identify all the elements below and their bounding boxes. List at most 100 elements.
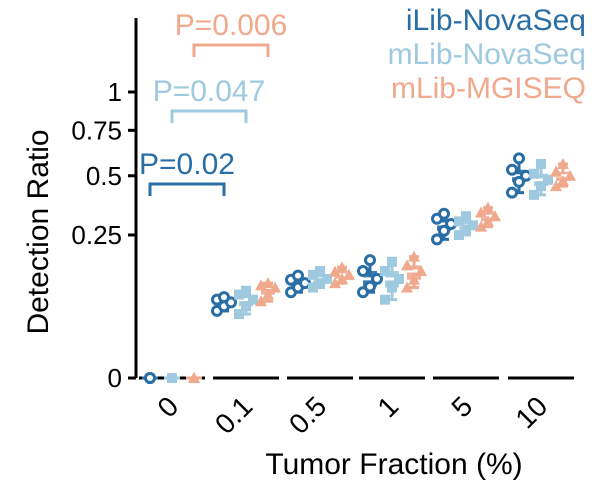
bracket-line (170, 109, 248, 123)
data-point (529, 168, 539, 179)
x-tick-label: 1 (371, 390, 404, 423)
legend-entry: mLib-NovaSeq (388, 38, 586, 71)
box-iLib-NovaSeq-0.1 (211, 291, 237, 317)
data-point (454, 230, 464, 240)
data-point (550, 180, 562, 192)
data-point (557, 174, 569, 186)
annotation-group: P=0.02 P=0.047 P=0.006 (139, 9, 287, 196)
data-point (269, 281, 281, 293)
data-point (336, 261, 348, 273)
legend-entry: mLib-MGISEQ (391, 72, 586, 105)
box-mLib-NovaSeq-1 (380, 256, 404, 305)
data-point (218, 291, 230, 304)
data-point (380, 294, 390, 305)
box-mLib-MGISEQ-0.1 (255, 277, 281, 307)
data-point (255, 295, 267, 307)
data-point (475, 220, 487, 232)
data-point (461, 224, 471, 235)
data-point (536, 181, 546, 192)
data-point (336, 272, 348, 284)
p-value-label: P=0.006 (175, 9, 288, 42)
data-point (438, 224, 450, 237)
x-tick-label: 0 (151, 390, 184, 423)
bracket-line (148, 182, 226, 196)
x-tick-label: 0.1 (209, 390, 258, 439)
significance-bracket: P=0.047 (153, 75, 266, 123)
box-mLib-MGISEQ-0 (186, 372, 202, 383)
data-point (513, 175, 525, 188)
x-axis-label: Tumor Fraction (%) (265, 448, 522, 481)
y-tick-label: 0 (108, 363, 122, 393)
box-mLib-NovaSeq-0.1 (234, 285, 258, 320)
y-tick-label: 1 (108, 77, 122, 107)
data-point (322, 273, 332, 284)
data-point (557, 157, 569, 169)
data-point (357, 264, 369, 277)
data-point (234, 289, 244, 300)
significance-bracket: P=0.006 (175, 9, 288, 57)
y-tick-label: 0.5 (86, 161, 122, 191)
data-point (308, 282, 318, 293)
data-point (292, 269, 304, 282)
data-point (415, 264, 427, 276)
data-point (482, 201, 494, 213)
y-axis-label: Detection Ratio (22, 129, 55, 334)
data-point (408, 273, 420, 285)
box-mLib-NovaSeq-5 (454, 211, 478, 240)
box-mLib-NovaSeq-10 (529, 158, 553, 200)
x-tick-label: 0.5 (283, 390, 332, 439)
p-value-label: P=0.047 (153, 75, 266, 108)
data-point (167, 373, 177, 383)
box-mLib-NovaSeq-0.5 (308, 265, 332, 293)
data-point (536, 158, 546, 169)
box-mLib-MGISEQ-0.5 (329, 261, 355, 289)
data-point (564, 169, 576, 181)
bracket-line (192, 43, 270, 57)
data-point (550, 165, 562, 177)
x-tick-label: 5 (445, 390, 478, 423)
box-iLib-NovaSeq-1 (357, 254, 383, 299)
data-point (364, 280, 376, 293)
data-point (343, 268, 355, 280)
data-point (408, 250, 420, 262)
box-iLib-NovaSeq-5 (431, 207, 457, 246)
box-iLib-NovaSeq-0 (142, 372, 158, 384)
boxplot-group (142, 152, 576, 384)
data-point (529, 189, 539, 200)
data-point (489, 210, 501, 222)
data-point (188, 372, 200, 383)
data-point (475, 206, 487, 218)
box-mLib-MGISEQ-1 (401, 250, 427, 293)
box-iLib-NovaSeq-0.5 (285, 269, 311, 299)
legend-entry: iLib-NovaSeq (406, 4, 586, 37)
data-point (431, 233, 443, 246)
data-point (262, 288, 274, 300)
data-point (401, 259, 413, 271)
p-value-label: P=0.02 (139, 148, 235, 181)
data-point (315, 278, 325, 289)
y-tick-label: 0.75 (71, 115, 122, 145)
x-tick-label: 10 (509, 390, 553, 434)
data-point (482, 215, 494, 227)
box-mLib-MGISEQ-10 (550, 157, 576, 192)
data-point (513, 152, 525, 165)
data-point (454, 216, 464, 227)
data-point (308, 269, 318, 280)
data-point (241, 285, 251, 296)
data-point (468, 220, 478, 231)
data-point (329, 277, 341, 289)
data-point (387, 256, 397, 267)
data-point (401, 281, 413, 293)
data-point (506, 186, 518, 199)
y-tick-label: 0.25 (71, 220, 122, 250)
data-point (329, 265, 341, 277)
data-point (364, 254, 376, 267)
data-point (241, 301, 251, 312)
significance-bracket: P=0.02 (139, 148, 235, 196)
data-point (262, 277, 274, 289)
data-point (394, 273, 404, 284)
